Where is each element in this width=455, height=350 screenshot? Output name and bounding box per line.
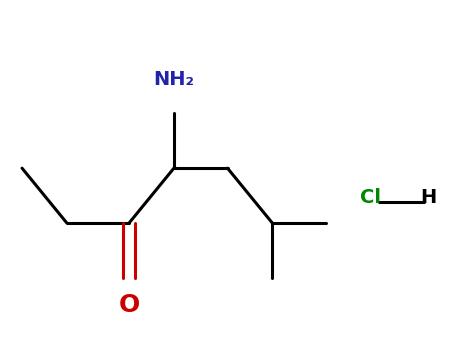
Text: O: O (119, 293, 140, 317)
Text: Cl: Cl (360, 188, 381, 207)
Text: H: H (420, 188, 437, 207)
Text: NH₂: NH₂ (153, 70, 194, 89)
